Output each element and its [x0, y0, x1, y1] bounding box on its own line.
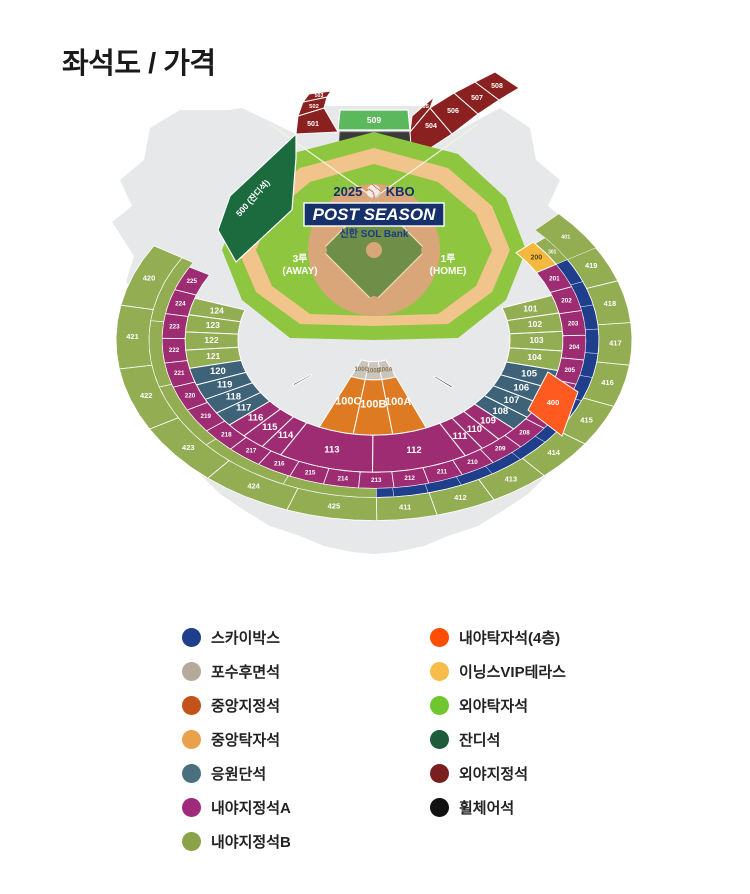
svg-text:217: 217 [246, 448, 257, 455]
svg-text:205: 205 [564, 367, 575, 374]
svg-text:214: 214 [337, 475, 348, 482]
svg-text:(HOME): (HOME) [430, 266, 467, 277]
svg-text:417: 417 [609, 339, 622, 348]
svg-text:412: 412 [454, 493, 467, 502]
svg-text:200: 200 [530, 254, 542, 261]
svg-text:123: 123 [206, 320, 220, 330]
svg-text:209: 209 [495, 446, 506, 453]
svg-text:424: 424 [247, 481, 260, 490]
svg-text:509: 509 [367, 115, 381, 125]
svg-text:502: 502 [309, 104, 319, 110]
svg-text:3루: 3루 [293, 253, 308, 265]
svg-text:221: 221 [174, 370, 185, 377]
svg-text:218: 218 [221, 432, 232, 439]
svg-text:418: 418 [604, 299, 617, 308]
svg-text:215: 215 [305, 470, 316, 477]
svg-text:213: 213 [371, 477, 382, 484]
svg-text:101: 101 [523, 303, 537, 313]
svg-text:400: 400 [547, 398, 560, 407]
svg-text:201: 201 [549, 275, 560, 282]
svg-text:109: 109 [480, 416, 496, 427]
svg-text:508: 508 [491, 83, 503, 90]
svg-text:416: 416 [601, 378, 614, 387]
svg-text:501: 501 [307, 121, 319, 128]
svg-text:100A: 100A [385, 396, 411, 408]
svg-text:423: 423 [182, 443, 195, 452]
svg-text:121: 121 [206, 351, 220, 361]
svg-text:102: 102 [528, 319, 542, 329]
svg-text:507: 507 [471, 95, 483, 102]
svg-text:116: 116 [248, 412, 263, 423]
svg-text:POST SEASON: POST SEASON [313, 205, 437, 224]
svg-text:103: 103 [529, 335, 543, 345]
svg-text:208: 208 [519, 429, 530, 436]
svg-text:114: 114 [278, 430, 294, 441]
svg-text:107: 107 [504, 395, 520, 406]
svg-text:105: 105 [521, 368, 538, 379]
svg-text:(AWAY): (AWAY) [282, 266, 317, 277]
svg-text:1루: 1루 [441, 253, 456, 265]
svg-text:419: 419 [585, 261, 598, 270]
svg-text:204: 204 [569, 344, 580, 351]
svg-text:224: 224 [175, 300, 186, 307]
svg-text:100A: 100A [378, 367, 393, 373]
svg-text:505: 505 [419, 104, 429, 110]
svg-text:106: 106 [513, 383, 529, 394]
svg-text:108: 108 [492, 406, 508, 417]
svg-text:222: 222 [169, 347, 180, 354]
svg-text:신한 SOL Bank: 신한 SOL Bank [340, 227, 409, 240]
svg-text:124: 124 [210, 305, 224, 315]
svg-text:415: 415 [580, 415, 593, 424]
svg-text:425: 425 [328, 502, 341, 511]
svg-text:113: 113 [324, 444, 339, 455]
svg-text:411: 411 [399, 503, 411, 512]
svg-text:100B: 100B [360, 398, 386, 410]
svg-text:100C: 100C [335, 396, 361, 408]
svg-text:211: 211 [437, 469, 448, 476]
svg-text:301: 301 [548, 250, 557, 256]
svg-text:118: 118 [226, 392, 241, 403]
svg-text:506: 506 [447, 108, 459, 115]
svg-text:203: 203 [568, 320, 579, 327]
svg-text:216: 216 [274, 460, 285, 467]
svg-text:119: 119 [217, 380, 232, 391]
svg-text:223: 223 [169, 323, 180, 330]
svg-text:122: 122 [204, 335, 218, 345]
svg-text:120: 120 [210, 366, 226, 377]
svg-text:220: 220 [185, 392, 196, 399]
svg-text:115: 115 [262, 422, 278, 433]
svg-text:504: 504 [425, 123, 437, 130]
svg-text:104: 104 [527, 352, 541, 362]
svg-text:420: 420 [143, 274, 156, 283]
svg-text:219: 219 [201, 413, 212, 420]
svg-text:413: 413 [505, 474, 518, 483]
svg-text:112: 112 [406, 445, 421, 456]
svg-text:210: 210 [467, 459, 478, 466]
svg-text:401: 401 [561, 235, 570, 241]
svg-text:202: 202 [561, 297, 572, 304]
svg-text:225: 225 [187, 278, 198, 285]
svg-text:422: 422 [140, 391, 153, 400]
svg-text:212: 212 [404, 475, 415, 482]
svg-text:414: 414 [547, 448, 560, 457]
svg-text:2025 ⚾ KBO: 2025 ⚾ KBO [333, 183, 414, 200]
svg-text:421: 421 [126, 332, 139, 341]
svg-text:503: 503 [315, 93, 324, 99]
